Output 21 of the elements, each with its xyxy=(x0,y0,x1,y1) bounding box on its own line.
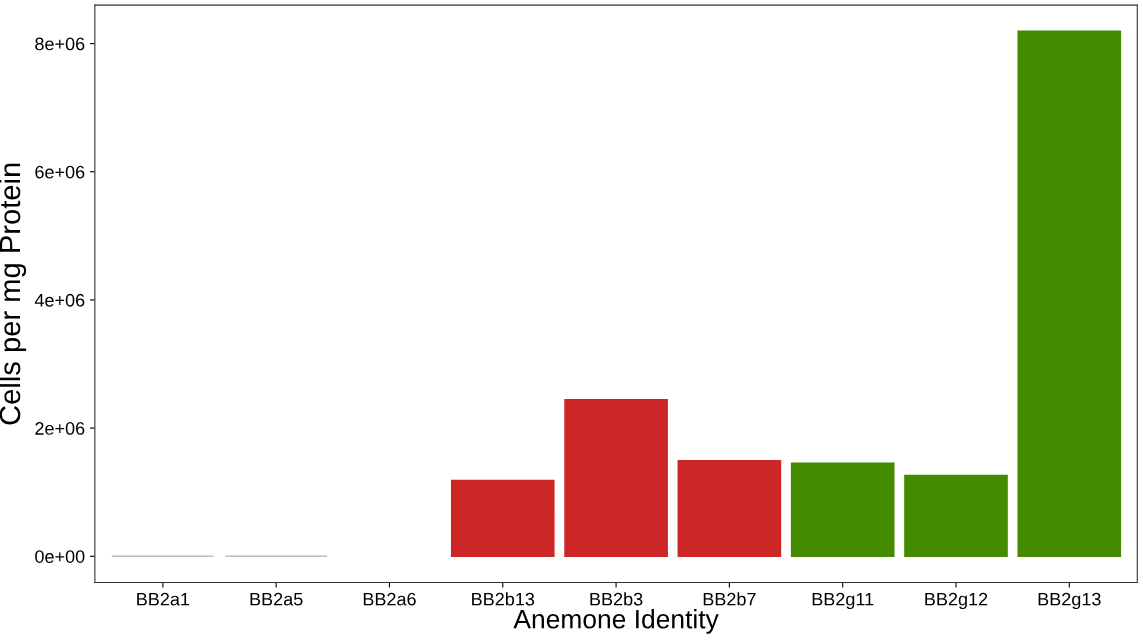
bar xyxy=(450,479,555,558)
x-tick-label: BB2a5 xyxy=(250,592,303,606)
bar xyxy=(677,459,782,558)
x-tick-label: BB2b13 xyxy=(472,592,535,606)
bar xyxy=(904,474,1008,558)
bar xyxy=(564,399,668,558)
bar xyxy=(1017,30,1122,558)
y-tick-label: 6e+06 xyxy=(35,165,85,179)
x-tick-label: BB2a6 xyxy=(363,592,416,606)
bar xyxy=(790,462,895,558)
y-tick-label: 8e+06 xyxy=(35,37,85,51)
x-tick-label: BB2b3 xyxy=(590,592,643,606)
x-tick-label: BB2g13 xyxy=(1038,592,1101,610)
x-tick-label: BB2a1 xyxy=(137,592,190,606)
y-tick-label: 2e+06 xyxy=(35,422,85,435)
x-tick-label: BB2b7 xyxy=(703,592,756,606)
x-tick-label: BB2g11 xyxy=(812,592,874,610)
y-tick-label: 4e+06 xyxy=(34,293,85,307)
y-tick-label: 0e+00 xyxy=(35,550,85,563)
x-tick-label: BB2g12 xyxy=(925,592,988,610)
x-axis-title: Anemone Identity xyxy=(513,609,719,634)
